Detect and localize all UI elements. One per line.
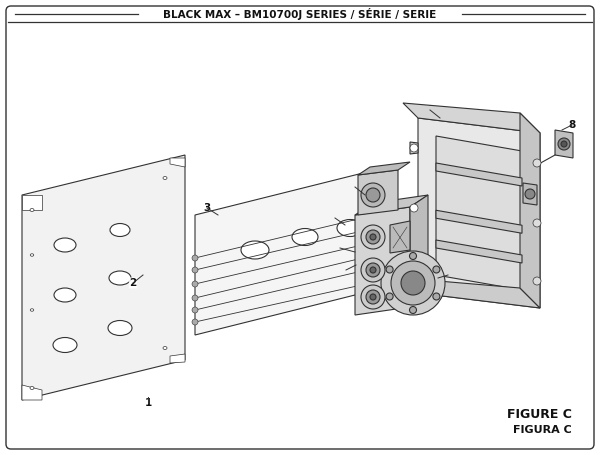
Circle shape [401,271,425,295]
Text: BLACK MAX – BM10700J SERIES / SÉRIE / SERIE: BLACK MAX – BM10700J SERIES / SÉRIE / SE… [163,8,437,20]
Ellipse shape [54,288,76,302]
Circle shape [525,189,535,199]
Circle shape [409,307,416,313]
Polygon shape [355,195,428,215]
Polygon shape [436,163,522,186]
Polygon shape [358,170,398,215]
Circle shape [381,251,445,315]
Circle shape [370,267,376,273]
Circle shape [192,267,198,273]
Polygon shape [436,240,522,263]
Text: 1: 1 [145,398,152,408]
Circle shape [410,144,418,152]
Ellipse shape [241,241,269,259]
Circle shape [372,239,378,245]
Ellipse shape [30,208,34,212]
Circle shape [192,319,198,325]
Polygon shape [523,183,537,205]
Circle shape [391,261,435,305]
Text: 3: 3 [203,203,211,213]
Ellipse shape [337,219,363,237]
Circle shape [372,252,378,258]
Circle shape [410,264,418,272]
Polygon shape [22,385,42,400]
Polygon shape [410,142,418,154]
Circle shape [366,230,380,244]
Polygon shape [403,278,540,308]
Circle shape [366,290,380,304]
Circle shape [192,307,198,313]
Polygon shape [410,262,418,274]
Ellipse shape [54,238,76,252]
Ellipse shape [163,347,167,349]
Text: 7: 7 [445,270,452,280]
Polygon shape [170,158,185,167]
Ellipse shape [30,309,34,311]
Circle shape [386,293,393,300]
Text: 9: 9 [427,105,434,115]
Ellipse shape [110,223,130,237]
Text: 8: 8 [568,120,575,130]
FancyBboxPatch shape [6,6,594,449]
Text: 5: 5 [331,213,338,223]
Text: 4: 4 [337,243,344,253]
Polygon shape [358,162,410,175]
Circle shape [366,263,380,277]
Circle shape [433,266,440,273]
Text: FIGURE C: FIGURE C [507,409,572,421]
Polygon shape [170,354,185,363]
Polygon shape [555,130,573,158]
Ellipse shape [109,271,131,285]
Circle shape [192,255,198,261]
Polygon shape [520,113,540,308]
Text: 5: 5 [352,182,359,192]
Circle shape [366,188,380,202]
Circle shape [370,294,376,300]
Ellipse shape [108,320,132,335]
Text: 6: 6 [343,265,350,275]
Circle shape [533,277,541,285]
Circle shape [192,281,198,287]
Polygon shape [410,202,418,214]
Polygon shape [410,195,428,307]
Circle shape [361,285,385,309]
Circle shape [372,225,378,231]
Polygon shape [390,221,410,253]
Polygon shape [436,136,522,290]
Circle shape [533,159,541,167]
Circle shape [372,212,378,218]
Circle shape [409,253,416,259]
Circle shape [370,234,376,240]
Polygon shape [355,207,410,315]
Polygon shape [436,210,522,233]
Polygon shape [22,155,185,400]
Circle shape [372,279,378,285]
Circle shape [361,183,385,207]
Circle shape [433,293,440,300]
Circle shape [372,265,378,271]
Circle shape [533,219,541,227]
Circle shape [361,258,385,282]
Circle shape [192,295,198,301]
Ellipse shape [163,177,167,180]
Text: FIGURA C: FIGURA C [513,425,572,435]
Text: 2: 2 [130,278,137,288]
Polygon shape [418,118,540,308]
Ellipse shape [30,254,34,256]
Circle shape [361,225,385,249]
Circle shape [561,141,567,147]
Ellipse shape [53,338,77,353]
Circle shape [386,266,393,273]
Ellipse shape [30,386,34,389]
Polygon shape [22,195,42,210]
Polygon shape [403,103,540,133]
Circle shape [558,138,570,150]
Circle shape [410,204,418,212]
Ellipse shape [292,228,318,246]
Polygon shape [195,170,375,335]
